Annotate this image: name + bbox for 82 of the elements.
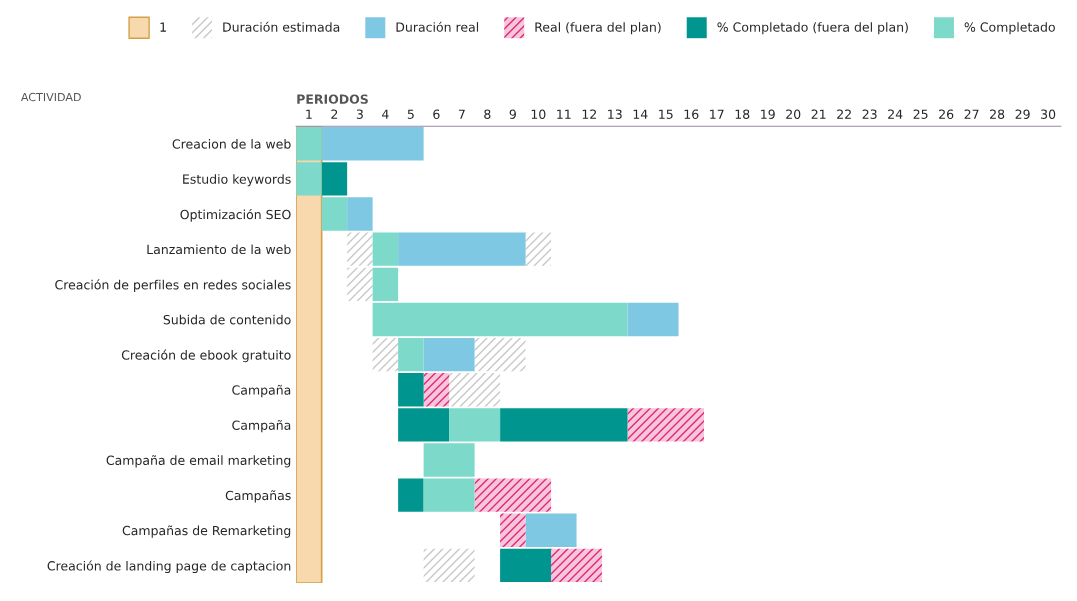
bar (500, 548, 552, 583)
x-tick-label: 1 (306, 109, 312, 119)
x-tick-label: 24 (888, 109, 903, 119)
bar (398, 337, 424, 372)
bar (423, 337, 475, 372)
x-tick-label: 29 (1015, 109, 1030, 119)
bar (372, 302, 628, 337)
x-tick-label: 22 (837, 109, 851, 119)
legend-label: % Completado (964, 22, 1055, 35)
x-tick-label: 8 (484, 109, 491, 119)
bar (347, 267, 373, 302)
x-tick-label: 19 (761, 109, 775, 119)
y-tick-label: Creación de perfiles en redes sociales (55, 279, 291, 292)
x-tick-label: 30 (1041, 109, 1056, 119)
bar (372, 337, 399, 372)
y-tick-label: Campaña de email marketing (106, 455, 291, 468)
bar (500, 513, 526, 547)
legend-label: Real (fuera del plan) (535, 22, 661, 35)
y-tick-label: Campaña (232, 384, 291, 398)
x-axis-title: PERIODOS (297, 94, 368, 104)
legend-label: % Completado (fuera del plan) (717, 22, 908, 35)
x-tick-label: 20 (786, 109, 801, 119)
bar (627, 408, 704, 442)
y-axis-title: ACTIVIDAD (20, 92, 81, 102)
x-tick-label: 16 (684, 109, 699, 119)
y-tick-label: Creación de landing page de captacion (47, 560, 291, 573)
x-tick-label: 21 (811, 109, 826, 119)
y-tick-label: Campañas de Remarketing (122, 525, 291, 538)
bar (321, 162, 348, 196)
y-tick-label: Optimización SEO (180, 209, 291, 222)
bar (372, 267, 399, 302)
y-tick-label: Creacion de la web (172, 139, 291, 149)
bar (627, 302, 679, 337)
x-tick-label: 13 (608, 109, 622, 119)
legend-label: 1 (160, 22, 166, 32)
x-tick-label: 11 (557, 109, 571, 119)
x-tick-label: 15 (659, 109, 673, 119)
x-tick-label: 4 (382, 109, 389, 119)
y-tick-label: Lanzamiento de la web (147, 244, 291, 255)
bar (398, 232, 526, 266)
y-tick-label: Subida de contenido (163, 314, 291, 325)
x-tick-label: 23 (862, 109, 877, 119)
x-tick-label: 28 (990, 109, 1005, 119)
legend-label: Duración estimada (223, 21, 340, 32)
bar (321, 127, 424, 161)
bar (474, 478, 552, 512)
x-tick-label: 6 (433, 109, 440, 119)
x-tick-label: 2 (331, 109, 338, 119)
bar (347, 197, 373, 231)
x-tick-label: 14 (633, 109, 648, 119)
x-tick-label: 25 (913, 109, 928, 119)
x-tick-label: 10 (531, 109, 546, 119)
bar (398, 478, 424, 512)
x-tick-label: 27 (964, 109, 979, 119)
y-tick-label: Estudio keywords (183, 174, 291, 187)
x-tick-label: 26 (939, 109, 954, 119)
y-tick-label: Campaña (232, 420, 291, 433)
bar (398, 373, 424, 407)
bar (551, 548, 603, 583)
bar (525, 513, 577, 547)
bar (449, 373, 501, 407)
x-tick-label: 5 (407, 109, 414, 119)
y-tick-label: Creación de ebook gratuito (121, 349, 291, 363)
bar (372, 232, 399, 266)
bar (474, 337, 526, 372)
bar (525, 232, 552, 266)
bar (500, 408, 628, 442)
bar (347, 232, 373, 266)
bar (423, 548, 475, 583)
bar (321, 197, 348, 231)
bar (296, 127, 322, 161)
x-tick-label: 17 (710, 109, 724, 119)
bar (296, 162, 322, 196)
x-tick-label: 9 (509, 109, 516, 119)
x-tick-label: 7 (458, 109, 465, 119)
bar (423, 373, 450, 407)
y-tick-label: Campañas (225, 490, 291, 503)
bar (398, 408, 450, 442)
x-tick-label: 12 (582, 109, 596, 119)
legend-label: Duración real (396, 21, 479, 32)
x-tick-label: 18 (735, 109, 750, 119)
x-tick-label: 3 (356, 109, 363, 119)
